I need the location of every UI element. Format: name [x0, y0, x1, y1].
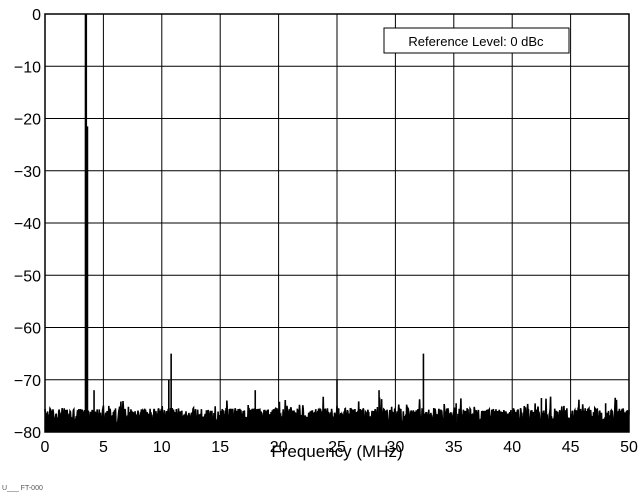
plot-frame	[44, 13, 630, 433]
x-tick-label: 0	[41, 439, 50, 456]
footer-code: U___ FT-000	[2, 485, 43, 492]
x-tick-label: 35	[445, 439, 463, 456]
y-tick-label: −70	[14, 373, 41, 390]
y-tick-label: −30	[14, 164, 41, 181]
x-tick-labels: 0 5 10 15 20 25 30 35 40 45 50	[41, 439, 638, 456]
y-tick-label: −80	[14, 425, 41, 442]
y-tick-label: −20	[14, 112, 41, 129]
annotation-text: Reference Level: 0 dBc	[408, 34, 544, 49]
x-tick-label: 25	[328, 439, 346, 456]
reference-level-annotation: Reference Level: 0 dBc	[383, 27, 570, 54]
y-tick-label: −10	[14, 59, 41, 76]
x-tick-label: 50	[620, 439, 638, 456]
x-tick-label: 15	[211, 439, 229, 456]
x-tick-label: 40	[503, 439, 521, 456]
y-tick-label: 0	[32, 7, 41, 24]
y-tick-labels: 0 −10 −20 −30 −40 −50 −60 −70 −80	[14, 7, 41, 442]
x-tick-label: 45	[562, 439, 580, 456]
x-tick-label: 20	[270, 439, 288, 456]
x-tick-label: 10	[153, 439, 171, 456]
annotation-box	[383, 27, 570, 54]
x-axis-label: Frequency (MHz)	[271, 442, 402, 461]
y-tick-label: −60	[14, 321, 41, 338]
y-tick-label: −40	[14, 216, 41, 233]
x-tick-label: 30	[387, 439, 405, 456]
x-tick-label: 5	[99, 439, 108, 456]
spur-lines	[84, 14, 607, 432]
y-tick-label: −50	[14, 268, 41, 285]
